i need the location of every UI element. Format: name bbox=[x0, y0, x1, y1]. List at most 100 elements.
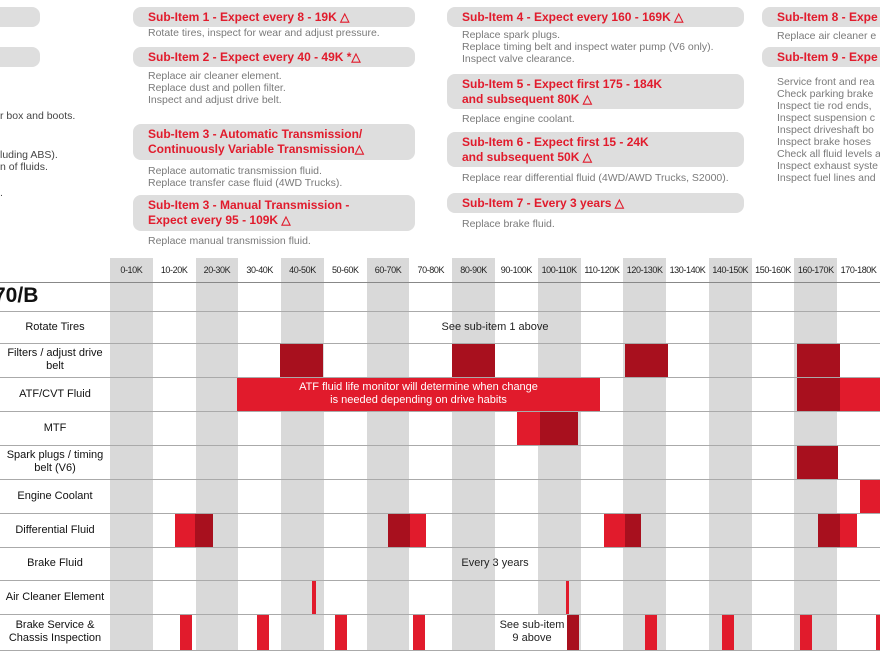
service-block bbox=[797, 378, 840, 411]
description-line: Replace timing belt and inspect water pu… bbox=[462, 41, 714, 53]
description-line: Replace air cleaner element. bbox=[148, 70, 282, 82]
description-line: Inspect suspension c bbox=[777, 112, 876, 124]
heading-line: Sub-Item 6 - Expect first 15 - 24K bbox=[462, 135, 649, 149]
description-line: Check all fluid levels a bbox=[777, 148, 880, 160]
description-line: Replace spark plugs. bbox=[462, 29, 561, 41]
row-label: ATF/CVT Fluid bbox=[19, 387, 91, 400]
sub-item-heading: Sub-Item 8 - Expe bbox=[762, 7, 880, 27]
sub-item-description: Replace engine coolant. bbox=[447, 113, 575, 125]
sub-item-description: Replace air cleaner e bbox=[762, 30, 876, 42]
note-line: is needed depending on drive habits bbox=[330, 394, 507, 406]
description-line: Replace transfer case fluid (4WD Trucks)… bbox=[148, 177, 343, 189]
sub-item-description: Service front and rea Check parking brake… bbox=[762, 76, 880, 184]
heading-line: Sub-Item 3 - Automatic Transmission/ bbox=[148, 127, 363, 141]
gray-column bbox=[281, 258, 324, 650]
heading-line: and subsequent 80K △ bbox=[462, 92, 592, 106]
service-block bbox=[645, 615, 657, 650]
heading-line: Sub-Item 3 - Manual Transmission - bbox=[148, 198, 350, 212]
description-line: Check parking brake bbox=[777, 88, 874, 100]
description-line: Inspect fuel lines and bbox=[777, 172, 876, 184]
description-line: Replace engine coolant. bbox=[462, 113, 575, 125]
sub-item-description: Replace air cleaner element. Replace dust… bbox=[133, 70, 286, 106]
sub-item-heading: Sub-Item 3 - Manual Transmission - Expect… bbox=[133, 195, 415, 231]
description-line: Inspect exhaust syste bbox=[777, 160, 878, 172]
service-block bbox=[566, 581, 569, 614]
row-label: MTF bbox=[43, 421, 67, 434]
sub-item-heading: Sub-Item 6 - Expect first 15 - 24K and su… bbox=[447, 132, 744, 167]
description-line: Rotate tires, inspect for wear and adjus… bbox=[148, 27, 380, 39]
service-block bbox=[840, 378, 880, 411]
service-block bbox=[180, 615, 192, 650]
column-header: 30-40K bbox=[246, 265, 274, 275]
row-label: Engine Coolant bbox=[17, 489, 93, 502]
row-note: See sub-item 9 above bbox=[497, 614, 567, 650]
column-header: 20-30K bbox=[203, 265, 231, 275]
service-block bbox=[625, 344, 668, 377]
service-block bbox=[540, 412, 578, 445]
service-block bbox=[410, 514, 426, 547]
description-line: Replace manual transmission fluid. bbox=[148, 235, 311, 247]
row-line bbox=[0, 513, 880, 514]
sub-item-heading: Sub-Item 2 - Expect every 40 - 49K *△ bbox=[133, 47, 415, 67]
heading-line: Sub-Item 8 - Expe bbox=[777, 10, 878, 24]
service-block bbox=[722, 615, 734, 650]
model-title: 70/B bbox=[0, 284, 39, 307]
gray-column bbox=[110, 258, 153, 650]
column-header: 170-180K bbox=[840, 265, 877, 275]
sub-item-description: Replace automatic transmission fluid. Rep… bbox=[133, 165, 342, 189]
service-block bbox=[797, 344, 840, 377]
column-header: 80-90K bbox=[460, 265, 487, 275]
service-block bbox=[312, 581, 316, 614]
row-label: Rotate Tires bbox=[25, 320, 85, 333]
sub-item-heading: Sub-Item 5 - Expect first 175 - 184K and … bbox=[447, 74, 744, 109]
service-block bbox=[257, 615, 269, 650]
row-line bbox=[0, 614, 880, 615]
service-block bbox=[604, 514, 625, 547]
heading-line: Expect every 95 - 109K △ bbox=[148, 213, 291, 227]
note-line: ATF fluid life monitor will determine wh… bbox=[299, 381, 538, 393]
column-header: 40-50K bbox=[289, 265, 316, 275]
heading-line: Sub-Item 1 - Expect every 8 - 19K △ bbox=[148, 10, 350, 24]
service-block bbox=[818, 514, 840, 547]
row-line bbox=[0, 479, 880, 480]
column-header: 0-10K bbox=[120, 265, 143, 275]
description-line: Inspect tie rod ends, bbox=[777, 100, 872, 112]
sub-item-heading: Sub-Item 7 - Every 3 years △ bbox=[447, 193, 744, 213]
heading-line: Sub-Item 2 - Expect every 40 - 49K *△ bbox=[148, 50, 361, 64]
description-line: Service front and rea bbox=[777, 76, 875, 88]
row-line bbox=[0, 547, 880, 548]
service-block bbox=[335, 615, 347, 650]
gray-column bbox=[708, 258, 752, 650]
column-header: 60-70K bbox=[374, 265, 402, 275]
service-block bbox=[280, 344, 323, 377]
sub-item-heading: Sub-Item 9 - Expe bbox=[762, 47, 880, 67]
row-line bbox=[0, 343, 880, 344]
heading-line: Sub-Item 5 - Expect first 175 - 184K bbox=[462, 77, 663, 91]
sub-item-description: Rotate tires, inspect for wear and adjus… bbox=[133, 27, 380, 39]
description-line: Replace rear differential fluid (4WD/AWD… bbox=[462, 172, 729, 184]
gray-column bbox=[623, 258, 667, 650]
left-fragment: . bbox=[0, 187, 3, 199]
service-block bbox=[625, 514, 641, 547]
row-label: Brake Fluid bbox=[27, 557, 83, 569]
header-line bbox=[0, 282, 880, 283]
column-header: 70-80K bbox=[417, 265, 445, 275]
note-box bbox=[497, 615, 567, 650]
service-block bbox=[452, 344, 495, 377]
heading-line: Sub-Item 7 - Every 3 years △ bbox=[462, 196, 624, 210]
column-header: 90-100K bbox=[500, 265, 533, 275]
sub-item-heading: Sub-Item 1 - Expect every 8 - 19K △ bbox=[133, 7, 415, 27]
service-block bbox=[860, 480, 880, 513]
row-note: ATF fluid life monitor will determine wh… bbox=[237, 377, 600, 411]
column-header: 160-170K bbox=[797, 265, 834, 275]
note-line: 9 above bbox=[512, 632, 552, 644]
heading-line: Sub-Item 9 - Expe bbox=[777, 50, 878, 64]
left-fragment: luding ABS). bbox=[0, 149, 58, 161]
column-header: 140-150K bbox=[712, 265, 749, 275]
gray-column bbox=[195, 258, 239, 650]
note-line: See sub-item bbox=[499, 619, 565, 631]
sub-item-description: Replace manual transmission fluid. bbox=[133, 235, 311, 247]
gray-column bbox=[452, 258, 495, 650]
column-header: 150-160K bbox=[755, 265, 791, 275]
